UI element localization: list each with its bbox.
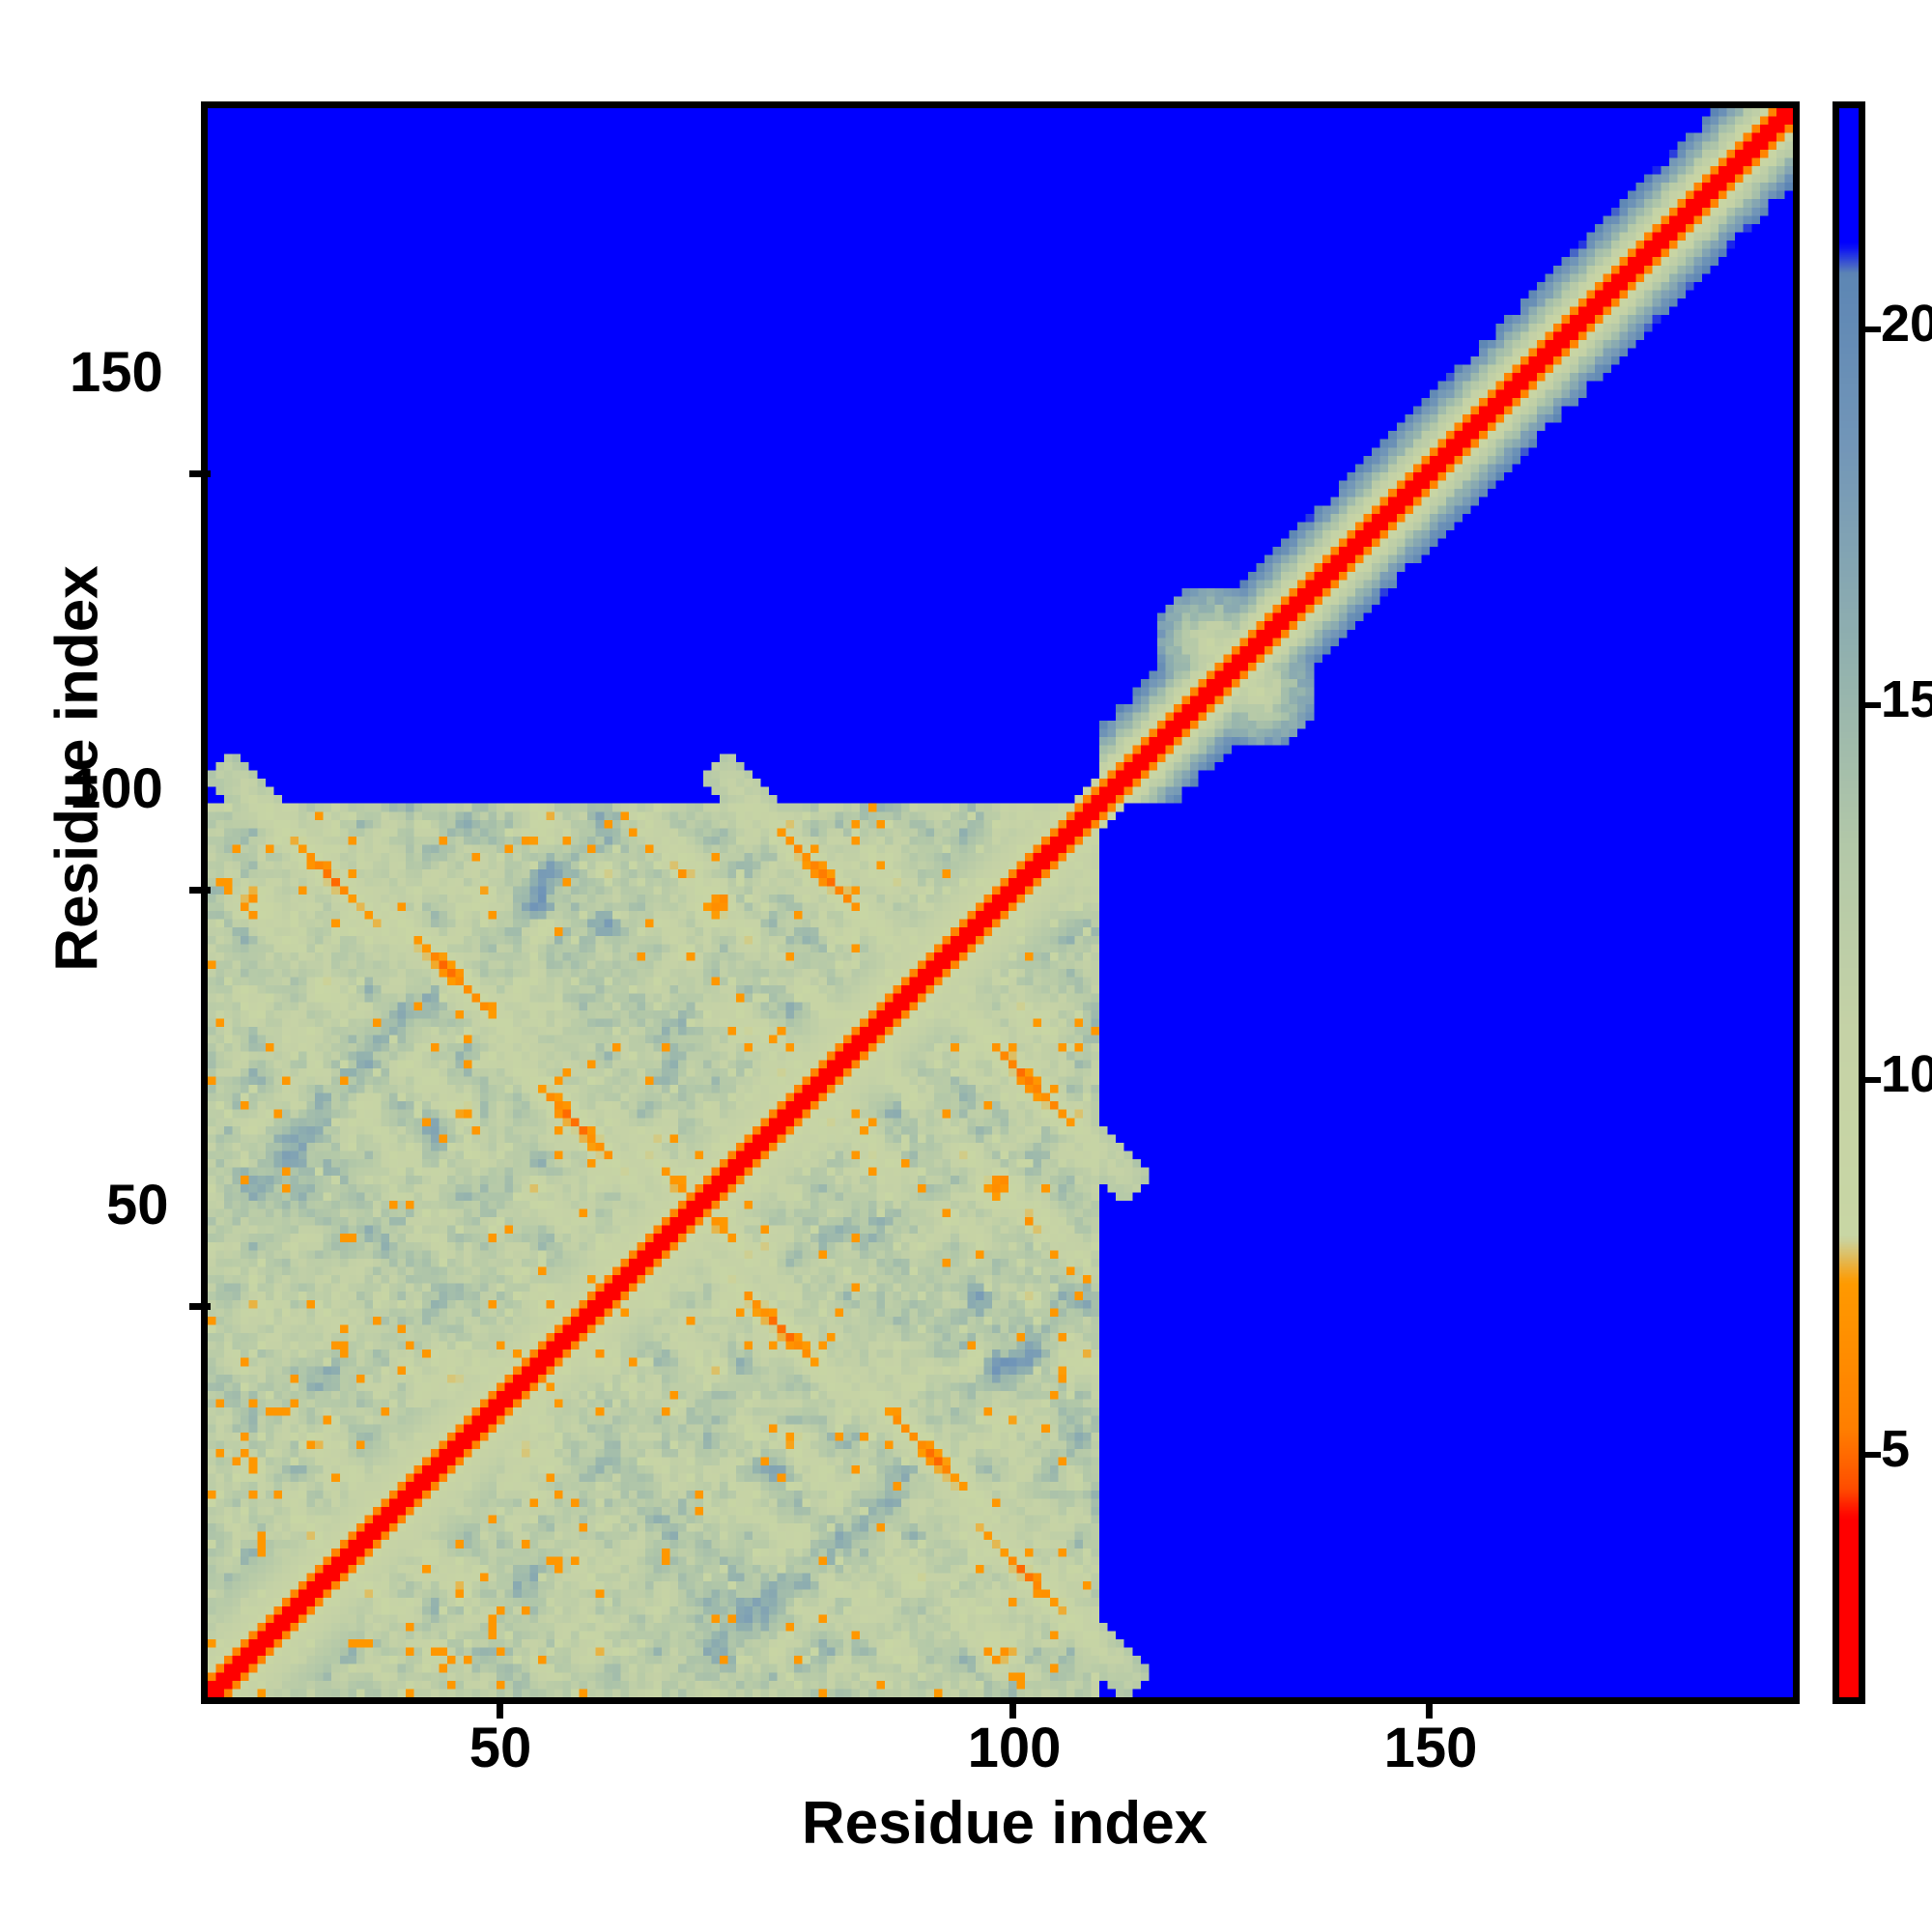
contact-map-image (208, 108, 1793, 1697)
colorbar-tick-15 (1865, 702, 1881, 708)
x-tick-label-100: 100 (967, 1717, 1062, 1779)
colorbar (1833, 101, 1865, 1704)
colorbar-gradient (1839, 108, 1859, 1697)
x-axis-title: Residue index (801, 1790, 1208, 1857)
y-axis-title: Residue index (43, 565, 111, 972)
colorbar-tick-5 (1865, 1452, 1881, 1458)
heatmap-plot-area (201, 101, 1800, 1704)
colorbar-label-10: 10 (1881, 1045, 1932, 1103)
y-tick-100 (189, 887, 211, 894)
x-tick-100 (1009, 1697, 1016, 1719)
colorbar-tick-10 (1865, 1077, 1881, 1083)
colorbar-label-20: 20 (1881, 295, 1932, 353)
x-tick-50 (497, 1697, 503, 1719)
y-tick-150 (189, 470, 211, 477)
y-tick-50 (189, 1303, 211, 1310)
colorbar-label-5: 5 (1881, 1420, 1911, 1478)
colorbar-label-15: 15 (1881, 670, 1932, 728)
x-tick-label-150: 150 (1383, 1717, 1478, 1779)
colorbar-tick-20 (1865, 327, 1881, 332)
x-tick-label-50: 50 (469, 1717, 532, 1779)
x-tick-150 (1426, 1697, 1433, 1719)
